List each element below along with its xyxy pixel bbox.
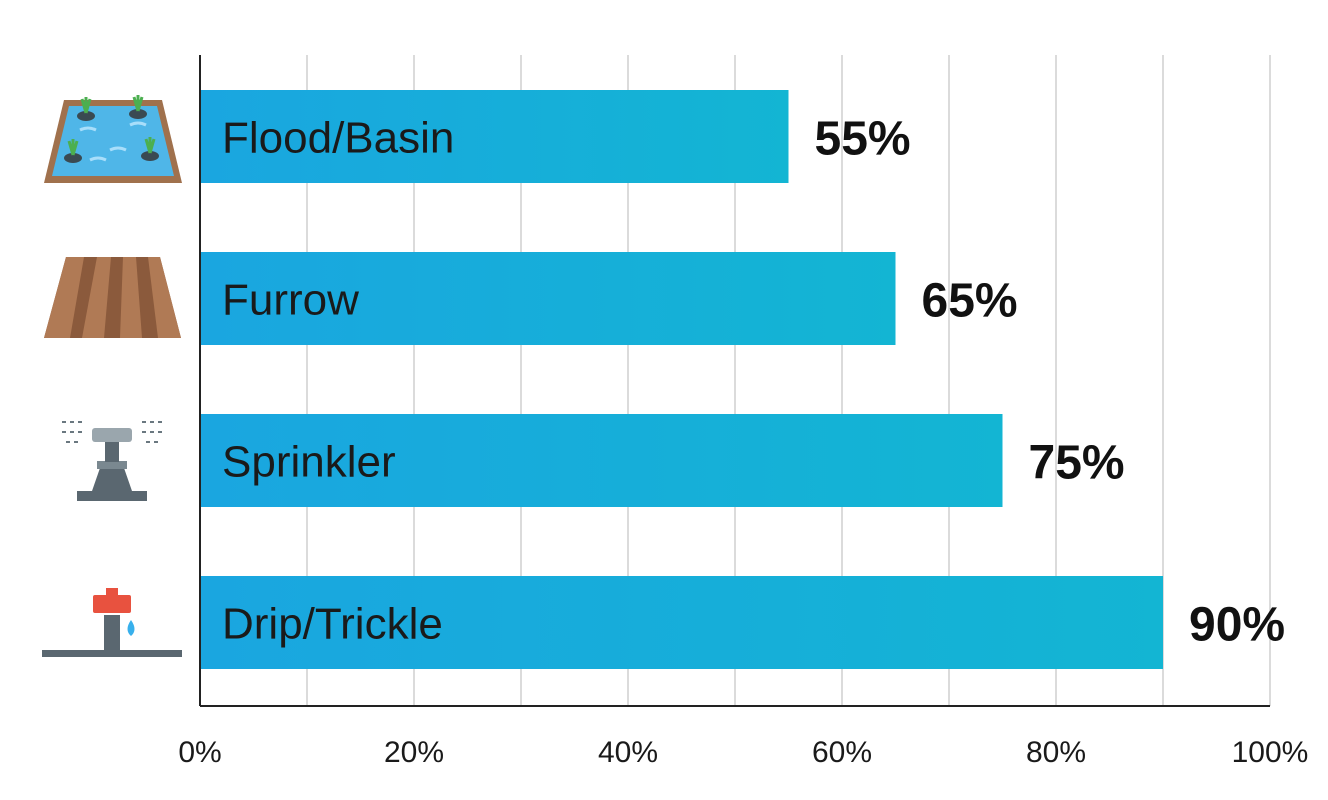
x-tick-label: 100%: [1232, 736, 1309, 769]
x-tick-label: 60%: [812, 736, 872, 769]
sprinkler-icon: [62, 421, 162, 501]
bar-category-label: Drip/Trickle: [222, 600, 443, 649]
bar-category-label: Furrow: [222, 276, 359, 325]
bar: [200, 90, 789, 183]
data-label: 90%: [1189, 599, 1285, 652]
axes: [199, 55, 1270, 707]
x-tick-label: 40%: [598, 736, 658, 769]
data-label: 65%: [922, 275, 1018, 328]
bars: Flood/Basin 55% Furrow 65% Sprinkler 75% Drip/…: [200, 90, 1285, 669]
drip-emitter-icon: [42, 588, 182, 657]
bar: [200, 576, 1163, 669]
flood-basin-icon: [44, 95, 182, 183]
bar: [200, 252, 896, 345]
bar-category-label: Sprinkler: [222, 438, 396, 487]
x-tick-labels: 0% 20% 40% 60% 80% 100%: [178, 736, 1308, 769]
x-tick-label: 0%: [178, 736, 221, 769]
x-tick-label: 20%: [384, 736, 444, 769]
data-label: 75%: [1029, 437, 1125, 490]
x-tick-label: 80%: [1026, 736, 1086, 769]
furrow-icon: [44, 257, 181, 338]
bar-category-label: Flood/Basin: [222, 114, 454, 163]
bar: [200, 414, 1003, 507]
data-label: 55%: [815, 113, 911, 166]
